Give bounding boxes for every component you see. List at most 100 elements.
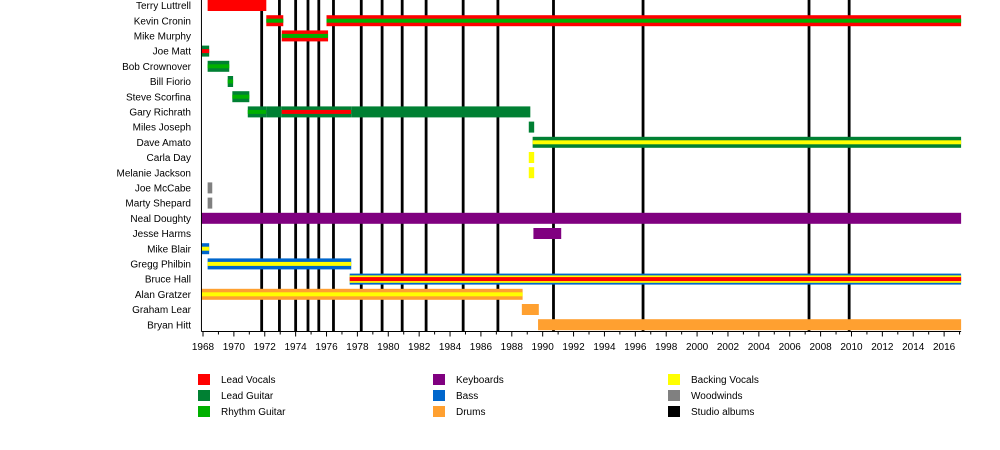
legend-swatch-backing-vocals bbox=[668, 374, 680, 385]
studio-album-line bbox=[424, 0, 428, 332]
x-tick-label: 2008 bbox=[809, 342, 832, 353]
bar-segment-woodwinds bbox=[207, 182, 213, 194]
legend-swatch-woodwinds bbox=[668, 390, 680, 401]
studio-album-line bbox=[359, 0, 363, 332]
studio-album-line bbox=[641, 0, 645, 332]
x-tick-label: 2006 bbox=[779, 342, 802, 353]
x-tick-label: 1988 bbox=[501, 342, 524, 353]
legend-swatch-lead-vocals bbox=[198, 374, 210, 385]
bar-segment-woodwinds bbox=[207, 197, 213, 209]
x-tick-label: 1980 bbox=[377, 342, 400, 353]
member-name-label: Gary Richrath bbox=[129, 108, 191, 119]
bar-segment-lead-vocals bbox=[207, 0, 267, 11]
member-name-label: Bruce Hall bbox=[145, 275, 191, 286]
x-tick-label: 2000 bbox=[686, 342, 709, 353]
member-name-label: Mike Blair bbox=[147, 244, 192, 255]
legend-label: Rhythm Guitar bbox=[221, 407, 286, 418]
studio-album-line bbox=[278, 0, 281, 332]
member-name-label: Joe Matt bbox=[153, 47, 192, 58]
bar-segment-rhythm-guitar bbox=[232, 94, 250, 99]
bar-segment-lead-vocals bbox=[281, 109, 352, 114]
x-tick-label: 2002 bbox=[717, 342, 740, 353]
x-tick-label: 2014 bbox=[902, 342, 925, 353]
x-tick-label: 1968 bbox=[192, 342, 215, 353]
studio-album-line bbox=[807, 0, 811, 332]
member-name-label: Kevin Cronin bbox=[134, 16, 191, 27]
member-name-label: Alan Gratzer bbox=[135, 290, 192, 301]
member-name-label: Steve Scorfina bbox=[126, 92, 191, 103]
x-tick-label: 1996 bbox=[624, 342, 647, 353]
member-name-label: Miles Joseph bbox=[133, 123, 191, 134]
x-tick-label: 1976 bbox=[315, 342, 338, 353]
bar-segment-rhythm-guitar bbox=[326, 18, 962, 23]
bar-segment-drums bbox=[521, 304, 539, 315]
studio-album-line bbox=[847, 0, 851, 332]
studio-album-line bbox=[552, 0, 555, 332]
x-tick-label: 1978 bbox=[346, 342, 369, 353]
bar-segment-rhythm-guitar bbox=[207, 64, 230, 69]
bar-segment-backing-vocals bbox=[207, 261, 352, 266]
member-name-label: Bryan Hitt bbox=[147, 320, 191, 331]
bar-segment-backing-vocals bbox=[528, 152, 535, 163]
bar-segment-drums bbox=[538, 319, 962, 331]
studio-album-line bbox=[380, 0, 384, 332]
x-tick-label: 1990 bbox=[532, 342, 555, 353]
member-name-label: Carla Day bbox=[147, 153, 191, 164]
bar-segment-keyboards bbox=[201, 212, 962, 224]
legend-swatch-rhythm-guitar bbox=[198, 406, 210, 417]
bar-segment-lead-vocals bbox=[349, 277, 962, 282]
x-tick-label: 1982 bbox=[408, 342, 431, 353]
member-name-label: Joe McCabe bbox=[135, 184, 192, 195]
legend-label: Woodwinds bbox=[691, 391, 743, 402]
legend-label: Keyboards bbox=[456, 375, 504, 386]
x-tick-label: 1998 bbox=[655, 342, 678, 353]
legend-label: Lead Guitar bbox=[221, 391, 274, 402]
member-name-label: Jesse Harms bbox=[133, 229, 191, 240]
legend-label: Bass bbox=[456, 391, 478, 402]
member-name-label: Neal Doughty bbox=[130, 214, 191, 225]
studio-album-line bbox=[332, 0, 335, 332]
x-tick-label: 1970 bbox=[223, 342, 246, 353]
legend-swatch-studio-albums bbox=[668, 406, 680, 417]
bar-segment-backing-vocals bbox=[528, 167, 535, 179]
bar-segment-backing-vocals bbox=[201, 246, 210, 251]
axes: 1968 1970 1972 1974 1976 1978 1980 1982 1984 1986… bbox=[192, 0, 962, 353]
studio-album-line bbox=[294, 0, 298, 332]
x-tick-label: 1994 bbox=[593, 342, 616, 353]
member-name-label: Bob Crownover bbox=[122, 62, 192, 73]
member-name-label: Bill Fiorio bbox=[150, 77, 192, 88]
member-name-label: Melanie Jackson bbox=[117, 168, 191, 179]
member-name-label: Terry Luttrell bbox=[136, 1, 191, 12]
bar-segment-lead-guitar bbox=[266, 106, 282, 118]
member-name-label: Mike Murphy bbox=[134, 32, 191, 43]
x-tick-label: 2004 bbox=[748, 342, 771, 353]
studio-album-line bbox=[400, 0, 404, 332]
legend-label: Studio albums bbox=[691, 407, 754, 418]
x-tick-label: 1992 bbox=[562, 342, 585, 353]
legend: Lead Vocals Lead Guitar Rhythm Guitar Keybo… bbox=[198, 374, 759, 418]
x-tick-label: 1972 bbox=[254, 342, 277, 353]
bar-segment-rhythm-guitar bbox=[247, 109, 267, 114]
member-name-label: Marty Shepard bbox=[125, 199, 191, 210]
bar-segment-backing-vocals bbox=[201, 292, 523, 297]
x-tick-label: 1986 bbox=[470, 342, 493, 353]
legend-swatch-bass bbox=[433, 390, 445, 401]
x-tick-label: 1974 bbox=[285, 342, 308, 353]
member-name-label: Gregg Philbin bbox=[130, 260, 191, 271]
legend-label: Lead Vocals bbox=[221, 375, 276, 386]
legend-swatch-drums bbox=[433, 406, 445, 417]
studio-album-line bbox=[317, 0, 321, 332]
bar-segment-backing-vocals bbox=[532, 140, 962, 145]
legend-label: Backing Vocals bbox=[691, 375, 759, 386]
member-name-label: Graham Lear bbox=[132, 305, 192, 316]
legend-swatch-keyboards bbox=[433, 374, 445, 385]
studio-album-line bbox=[306, 0, 310, 332]
bar-segment-keyboards bbox=[533, 228, 562, 239]
bar-segment-lead-guitar bbox=[528, 121, 535, 133]
legend-label: Drums bbox=[456, 407, 485, 418]
studio-album-lines bbox=[260, 0, 851, 332]
x-tick-label: 2010 bbox=[840, 342, 863, 353]
bar-segment-rhythm-guitar bbox=[227, 79, 234, 84]
bar-segment-rhythm-guitar bbox=[281, 33, 329, 38]
